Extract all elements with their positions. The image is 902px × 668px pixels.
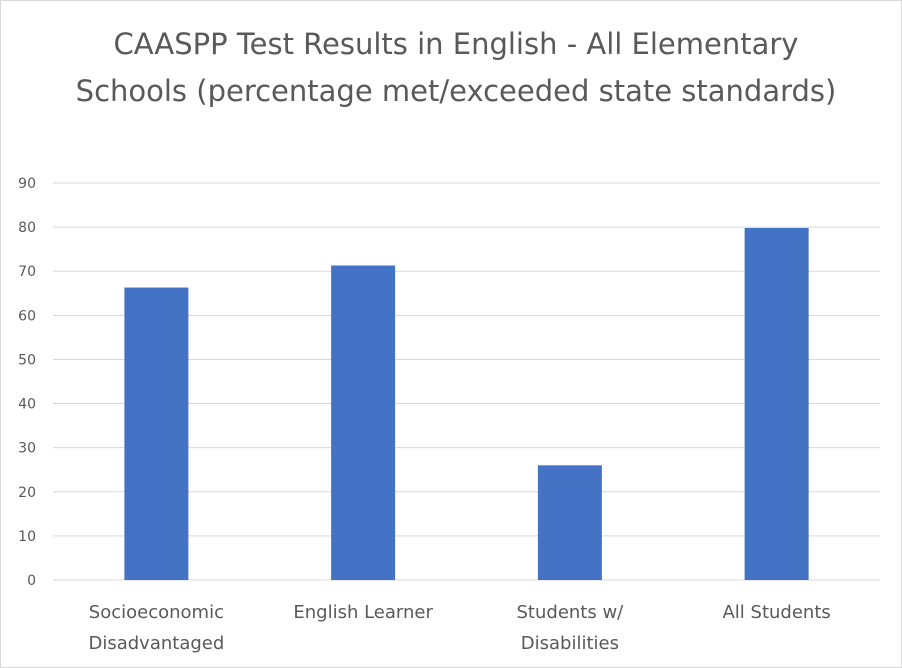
- y-tick-label: 0: [27, 573, 36, 589]
- x-category-label: English Learner: [293, 602, 433, 623]
- y-tick-label: 50: [18, 352, 36, 368]
- x-category-label: All Students: [722, 602, 830, 623]
- bar: [537, 465, 602, 580]
- x-category-label: Disabilities: [521, 633, 619, 654]
- y-tick-label: 40: [18, 397, 36, 413]
- x-category-label: Socioeconomic: [89, 602, 224, 623]
- y-tick-label: 30: [18, 441, 36, 457]
- x-category-label: Disadvantaged: [88, 633, 224, 654]
- y-tick-label: 70: [18, 264, 36, 280]
- chart-title: CAASPP Test Results in English - All Ele…: [75, 27, 837, 108]
- y-tick-label: 10: [18, 529, 36, 545]
- y-tick-label: 80: [18, 220, 36, 236]
- bar: [124, 287, 189, 580]
- bar: [331, 265, 396, 580]
- y-tick-label: 20: [18, 485, 36, 501]
- x-category-label: Students w/: [517, 602, 625, 623]
- y-tick-label: 60: [18, 308, 36, 324]
- bar: [744, 227, 809, 580]
- y-tick-label: 90: [18, 176, 36, 192]
